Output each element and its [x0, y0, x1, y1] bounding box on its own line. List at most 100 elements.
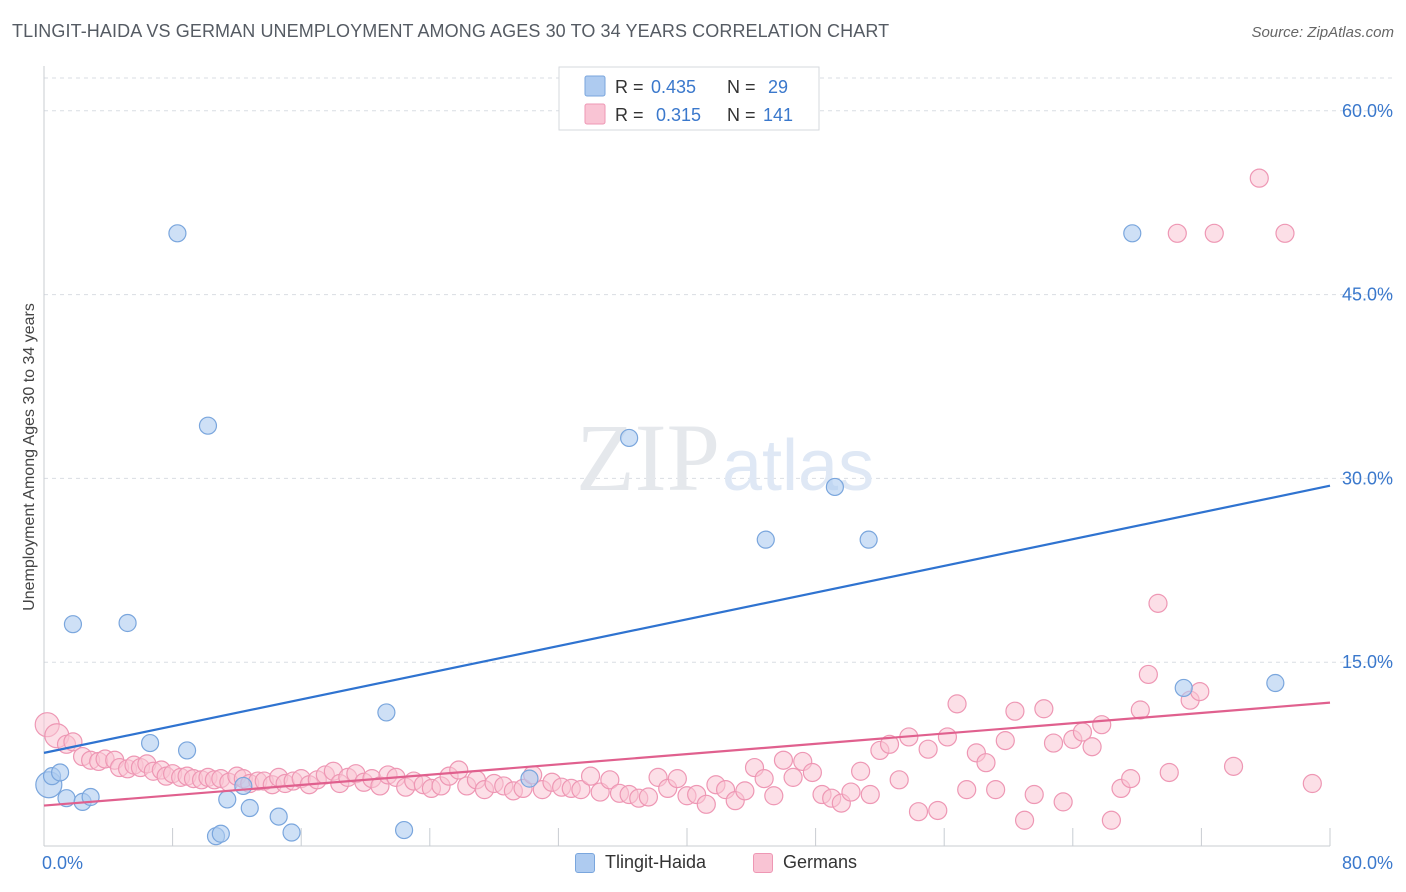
bottom-legend: Tlingit-Haida Germans [0, 852, 1406, 878]
tlingit-haida-trend-line [43, 484, 1331, 754]
germans-point [1092, 715, 1112, 735]
germans-point [1148, 593, 1168, 613]
tlingit-haida-point [377, 703, 396, 722]
tlingit-haida-point [269, 807, 288, 826]
tlingit-haida-point [168, 224, 187, 243]
germans-point [1204, 223, 1224, 243]
y-tick-label: 60.0% [1342, 101, 1393, 121]
germans-point [860, 784, 880, 805]
germans-point [696, 794, 716, 814]
x-tick-label-max: 80.0% [1342, 853, 1393, 873]
germans-point [1159, 762, 1179, 783]
germans-point [1130, 700, 1150, 720]
tlingit-haida-point [1123, 224, 1142, 243]
tlingit-haida-point [756, 530, 775, 549]
x-tick-label-min: 0.0% [42, 853, 83, 873]
germans-point [571, 780, 591, 800]
legend-n-value-germans: 141 [763, 105, 793, 125]
tlingit-haida-point [177, 741, 197, 760]
germans-point [667, 769, 687, 789]
germans-point [735, 781, 755, 801]
tlingit-haida-point [218, 790, 237, 809]
y-tick-label: 45.0% [1342, 285, 1393, 305]
tick-labels: 15.0% 30.0% 45.0% 60.0% 0.0% 80.0% [42, 101, 1393, 873]
germans-point [783, 767, 803, 787]
germans-point [937, 727, 958, 747]
watermark-zip: ZIP [576, 404, 720, 511]
chart-title: TLINGIT-HAIDA VS GERMAN UNEMPLOYMENT AMO… [12, 21, 890, 41]
legend-r-label-0: R = [615, 77, 644, 97]
germans-point [1053, 792, 1073, 812]
tlingit-haida-point [620, 428, 639, 448]
germans-trend-line [43, 701, 1331, 807]
tlingit-haida-point [1266, 673, 1285, 693]
germans-point [947, 694, 967, 714]
y-tick-label: 30.0% [1342, 468, 1393, 488]
germans-point [1275, 223, 1295, 243]
germans-point [1024, 784, 1044, 805]
tlingit-haida-point [140, 733, 160, 753]
tlingit-haida-point [63, 615, 83, 634]
germans-point [879, 734, 900, 754]
legend-label-germans: Germans [783, 852, 858, 872]
germans-point [773, 750, 794, 770]
germans-point [1302, 773, 1322, 794]
legend-item-germans: Germans [753, 852, 857, 873]
tlingit-haida-points [35, 224, 1285, 846]
germans-point [1005, 701, 1025, 721]
legend-swatch-bottom-germans [753, 852, 773, 873]
watermark-atlas: atlas [722, 426, 874, 506]
tlingit-haida-point [1174, 678, 1193, 698]
germans-point [802, 762, 822, 783]
germans-point [1138, 664, 1158, 685]
legend-n-value-tlingit-haida: 29 [768, 77, 788, 97]
germans-point [918, 739, 938, 759]
tlingit-haida-point [520, 769, 539, 788]
germans-points [34, 168, 1322, 830]
germans-point [449, 760, 469, 780]
germans-point [1043, 733, 1064, 753]
germans-point [1121, 769, 1141, 789]
germans-point [928, 800, 948, 821]
tlingit-haida-point [211, 824, 230, 843]
germans-point [908, 802, 929, 822]
legend-item-tlingit-haida: Tlingit-Haida [575, 852, 706, 873]
germans-point [976, 753, 996, 773]
legend-swatch-bottom-tlingit-haida [575, 852, 595, 873]
germans-point [957, 780, 977, 800]
legend-label-tlingit-haida: Tlingit-Haida [605, 852, 707, 872]
germans-point [1101, 810, 1121, 830]
grid-lines [44, 77, 1392, 663]
germans-point [995, 731, 1015, 751]
germans-point [986, 780, 1006, 800]
source-label: Source: ZipAtlas.com [1251, 24, 1394, 41]
germans-point [1082, 737, 1102, 757]
legend-n-label-1: N = [727, 105, 756, 125]
tlingit-haida-point [825, 477, 844, 497]
germans-point [841, 782, 861, 802]
legend-n-label-0: N = [727, 77, 756, 97]
tlingit-haida-point [50, 763, 70, 782]
legend-r-label-1: R = [615, 105, 644, 125]
germans-point [1223, 756, 1244, 776]
tlingit-haida-point [118, 613, 137, 633]
germans-point [638, 787, 659, 807]
germans-point [1014, 810, 1035, 830]
legend-r-value-germans: 0.315 [656, 105, 701, 125]
tlingit-haida-point [198, 416, 218, 435]
trend-lines [43, 484, 1331, 807]
germans-point [600, 770, 620, 790]
y-axis-label: Unemployment Among Ages 30 to 34 years [21, 303, 38, 611]
germans-point [580, 766, 601, 786]
tlingit-haida-point [394, 820, 414, 840]
germans-point [1167, 223, 1187, 243]
germans-point [1034, 699, 1054, 719]
germans-point [754, 769, 774, 789]
legend-r-value-tlingit-haida: 0.435 [651, 77, 696, 97]
tlingit-haida-point [859, 530, 878, 549]
legend-swatch-tlingit-haida [584, 75, 606, 97]
tlingit-haida-point [282, 823, 301, 842]
germans-point [764, 786, 784, 806]
tlingit-haida-point [240, 798, 259, 818]
